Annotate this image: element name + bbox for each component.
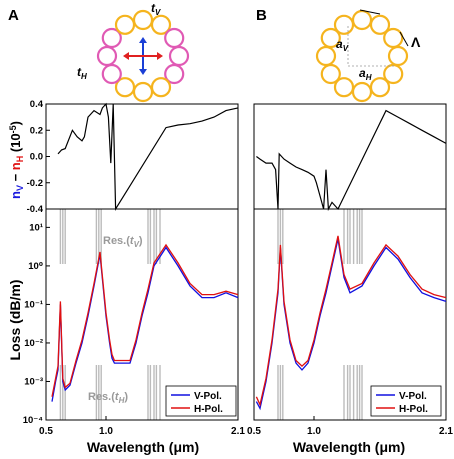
capillary-tube [164,27,185,49]
label-tv: tV [151,1,161,17]
capillary-tube [114,77,136,98]
capillary-tube [383,63,404,85]
y-tick-label-bottom: 10⁻³ [24,376,43,387]
plot-area: 0.5 1.0 2.1 0.5 1.0 2.10.40.20.0-0.2-0.410¹10… [23,99,454,437]
loss-curve-h-pol [51,243,239,397]
v-arrowhead-bottom [139,69,147,75]
loss-frame-a [45,208,239,421]
capillary-tube [315,45,337,67]
y-tick-label-top: 0.0 [30,152,43,163]
v-arrowhead-top [139,37,147,43]
legend-a: V-Pol. H-Pol. [165,385,237,417]
capillary-tube [150,14,172,35]
xlabel-b: Wavelength (μm) [293,439,405,455]
y-tick-label-bottom: 10⁻¹ [24,299,43,310]
h-arrowhead-left [123,52,129,60]
capillary-tube [369,14,391,35]
capillary-tube [114,14,136,35]
y-tick-label-top: -0.4 [27,204,44,215]
panel-letter-b: B [256,7,267,24]
capillary-tube [387,45,409,67]
panel-letter-a: A [8,7,19,24]
label-lambda: Λ [411,34,421,50]
y-tick-label-bottom: 10⁻² [24,338,43,349]
annotation-res-tv-a: Res.(tV) [103,235,143,249]
y-tick-label-bottom: 10⁻⁴ [23,415,44,426]
inset-frame-b [253,103,447,210]
x-tick-label: 1.0 [307,426,321,437]
capillary-tube [150,77,172,98]
capillary-tube [164,63,185,85]
legend-b-hpol: H-Pol. [399,404,428,415]
loss-frame-b [253,208,447,421]
label-ah: aH [359,66,372,82]
x-tick-label: 0.5 [39,426,53,437]
legend-a-hpol: H-Pol. [194,404,223,415]
capillary-tube [369,77,391,98]
capillary-tube [132,9,154,31]
y-tick-label-bottom: 10¹ [29,222,43,233]
capillary-tube [351,9,373,31]
x-tick-label: 2.1 [231,426,245,437]
birefringence-curve [57,102,239,212]
capillary-tube [96,45,118,67]
xlabel-a: Wavelength (μm) [87,439,199,455]
label-th: tH [77,65,87,81]
fiber-schematic-b [315,9,409,103]
capillary-tube [351,81,373,103]
y-tick-label-top: 0.2 [30,125,43,136]
x-tick-label: 1.0 [99,426,113,437]
label-av: aV [336,37,349,53]
annotation-res-th-a: Res.(tH) [88,391,128,405]
capillary-tube [320,27,341,49]
capillary-tube [333,14,355,35]
capillary-tube [132,81,154,103]
loss-curve-v-pol [51,246,239,402]
x-tick-label: 2.1 [439,426,453,437]
y-tick-label-bottom: 10⁰ [28,261,43,272]
birefringence-curve [256,109,447,212]
dim-arrow-top [359,9,381,15]
loss-curve-v-pol [255,238,447,411]
capillary-tube [101,63,122,85]
y-tick-label-top: 0.4 [30,99,44,110]
fiber-schematic-a [96,9,190,103]
capillary-tube [320,63,341,85]
bottom-ylabel: Loss (dB/m) [7,280,23,361]
x-tick-label: 0.5 [247,426,261,437]
capillary-tube [101,27,122,49]
capillary-tube [168,45,190,67]
capillary-tube [383,27,404,49]
inset-frame-a [45,103,239,210]
legend-b-vpol: V-Pol. [399,391,427,402]
h-arrowhead-right [157,52,163,60]
loss-curve-h-pol [255,235,447,407]
legend-b: V-Pol. H-Pol. [370,385,442,417]
dim-arrow-lambda [399,31,409,47]
y-tick-label-top: -0.2 [27,178,43,189]
capillary-tube [333,77,355,98]
top-ylabel: nV − nH (10-5) [8,121,25,199]
legend-a-vpol: V-Pol. [194,391,222,402]
